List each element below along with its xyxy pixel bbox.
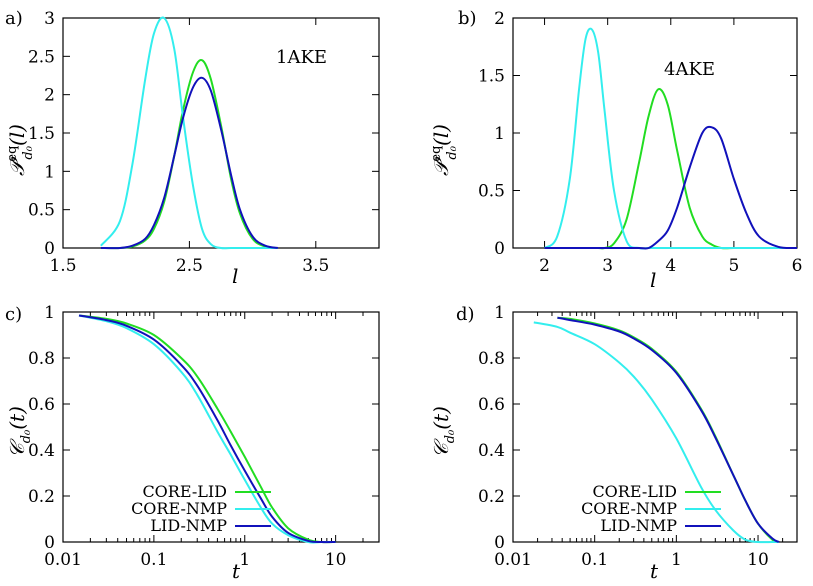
x-axis-label: l: [232, 264, 238, 288]
y-tick-label: 0: [44, 533, 55, 553]
y-tick-label: 0.4: [28, 441, 55, 461]
panel-b: 0 0.5 1 1.5 2 2 3 4 5 6 b) 4AKE l 𝒫eqd₀(l): [429, 8, 802, 292]
legend-label: LID-NMP: [150, 516, 227, 535]
y-tick-label: 2: [44, 86, 55, 106]
panel-c: 00.20.40.60.810.01 0.1 1 10c)t𝒞d₀(t)CORE-LI…: [5, 303, 380, 583]
y-tick-label: 1.5: [478, 67, 505, 87]
y-tick-label: 1: [494, 303, 505, 323]
panel-a: 0 0.5 1 1.5 2 2.5 3 1.5 2.5 3.5 a) 1AKE l 𝒫eqd₀(l): [5, 8, 380, 288]
y-tick-label: 3: [44, 9, 55, 29]
x-tick-label: 0.01: [44, 550, 82, 570]
series-line-core-lid: [100, 59, 279, 250]
y-axis-label: 𝒫eqd₀(l): [429, 124, 460, 176]
y-tick-label: 0.2: [28, 487, 55, 507]
plot-frame: [512, 17, 798, 249]
x-axis-label: t: [650, 559, 659, 583]
y-tick-label: 2: [494, 9, 505, 29]
y-axis-label: 𝒫eqd₀(l): [5, 124, 36, 176]
panel-label: c): [5, 304, 22, 325]
x-tick-label: 10: [325, 550, 347, 570]
series-line-core-nmp: [543, 27, 797, 250]
panel-label: a): [5, 8, 23, 29]
y-tick-label: 0.2: [478, 487, 505, 507]
x-axis-label: t: [232, 559, 241, 583]
y-tick-label: 0.5: [28, 201, 55, 221]
y-tick-label: 0.6: [28, 395, 55, 415]
x-tick-label: 3.5: [302, 256, 329, 276]
series-line-lid-nmp: [544, 125, 798, 250]
series-line-core-lid: [78, 314, 336, 544]
y-tick-label: 0: [494, 239, 505, 259]
series-line-core-nmp: [533, 321, 779, 544]
y-tick-label: 1: [44, 303, 55, 323]
y-tick-label: 1.5: [28, 124, 55, 144]
x-tick-label: 6: [792, 256, 803, 276]
y-tick-label: 2.5: [28, 47, 55, 67]
legend-label: CORE-LID: [142, 482, 227, 501]
panel-label: d): [456, 304, 475, 325]
y-tick-label: 0: [44, 239, 55, 259]
series-line-lid-nmp: [100, 76, 279, 250]
y-tick-label: 0.8: [478, 349, 505, 369]
legend-label: CORE-NMP: [581, 499, 677, 518]
x-tick-label: 4: [665, 256, 676, 276]
panel-annotation: 4AKE: [664, 59, 715, 80]
legend-label: CORE-NMP: [131, 499, 227, 518]
x-tick-label: 2: [539, 256, 550, 276]
x-axis-label: l: [650, 268, 656, 292]
x-tick-label: 1: [239, 550, 250, 570]
y-tick-label: 0: [494, 533, 505, 553]
y-tick-label: 0.8: [28, 349, 55, 369]
x-tick-label: 0.1: [581, 550, 608, 570]
x-tick-label: 0.1: [140, 550, 167, 570]
y-tick-label: 1: [494, 124, 505, 144]
panel-annotation: 1AKE: [276, 47, 327, 68]
panel-label: b): [458, 8, 477, 29]
x-tick-label: 0.01: [494, 550, 532, 570]
series-line-core-nmp: [78, 314, 336, 544]
legend-label: LID-NMP: [600, 516, 677, 535]
series-line-core-nmp: [100, 16, 278, 250]
plot-frame: [512, 311, 798, 543]
plot-frame: [62, 311, 380, 543]
x-tick-label: 10: [747, 550, 769, 570]
series-line-lid-nmp: [78, 314, 336, 544]
legend-label: CORE-LID: [592, 482, 677, 501]
panel-d: 0 0.2 0.4 0.6 0.8 1 0.01 0.1 1 10 d) t 𝒞d₀(t) CORE-LI…: [429, 303, 798, 583]
x-tick-label: 1: [671, 550, 682, 570]
x-tick-label: 5: [728, 256, 739, 276]
x-tick-label: 2.5: [176, 256, 203, 276]
x-tick-label: 3: [602, 256, 613, 276]
y-tick-label: 0.6: [478, 395, 505, 415]
y-tick-label: 1: [44, 162, 55, 182]
series-line-lid-nmp: [557, 316, 780, 543]
y-tick-label: 0.4: [478, 441, 505, 461]
y-axis-label: 𝒞d₀(t): [429, 406, 458, 458]
x-tick-label: 1.5: [49, 256, 76, 276]
y-tick-label: 0.5: [478, 182, 505, 202]
